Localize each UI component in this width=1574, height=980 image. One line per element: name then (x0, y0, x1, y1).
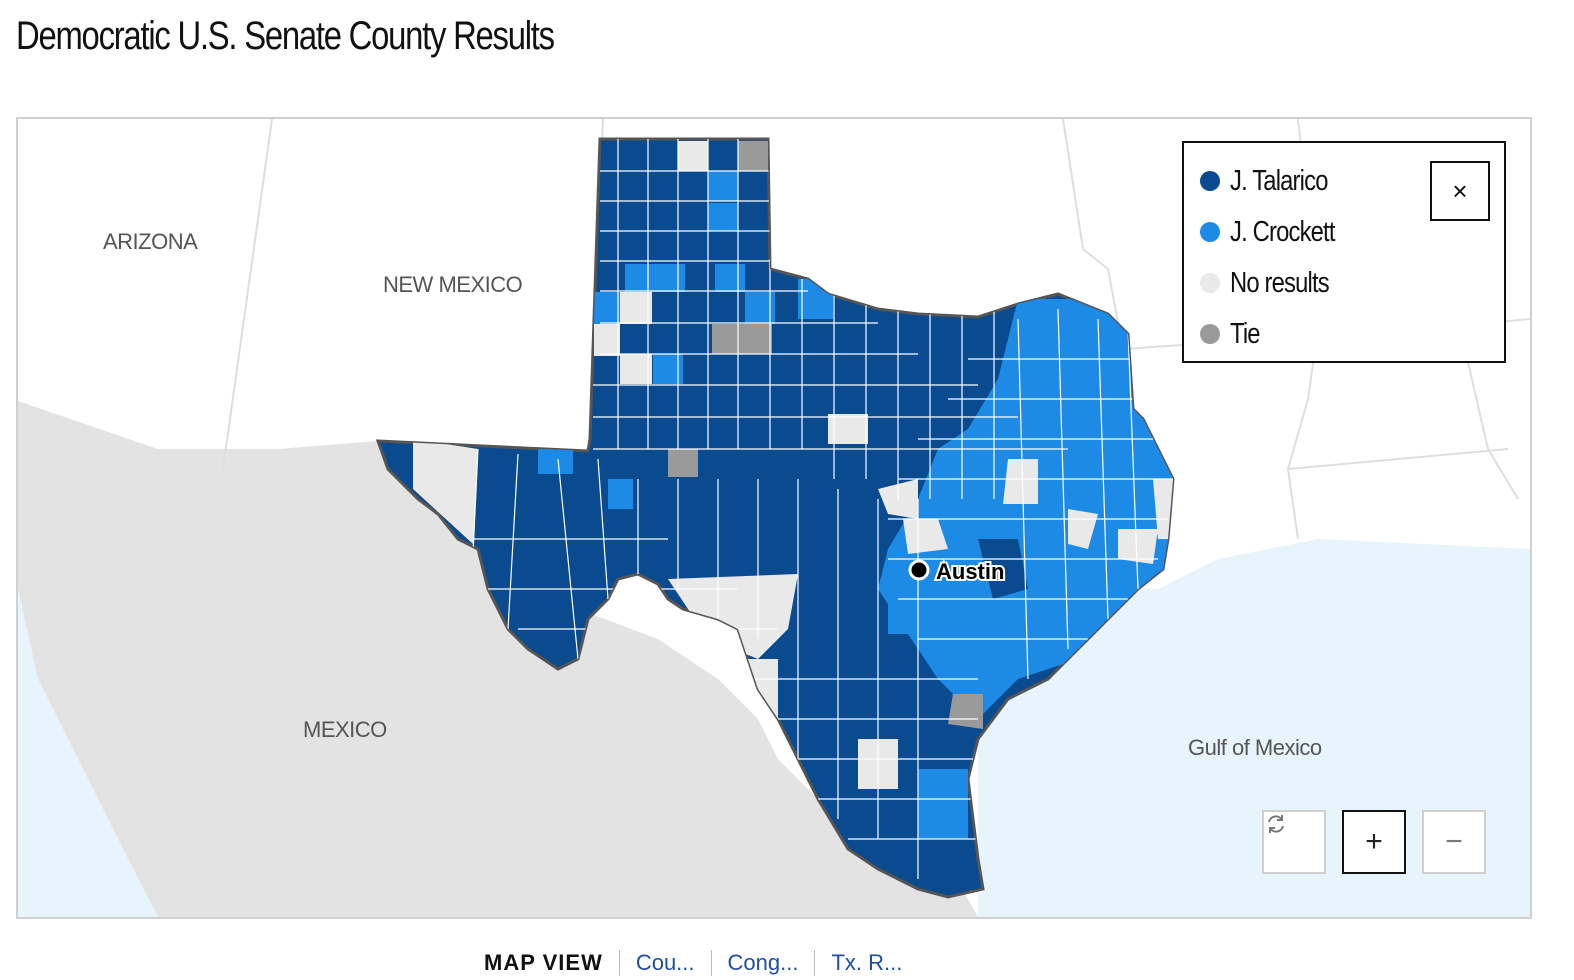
county-no-results (668, 574, 798, 659)
legend-item-no-results: No results (1200, 265, 1351, 301)
county-no-results (413, 439, 478, 544)
label-gulf-of-mexico: Gulf of Mexico (1188, 735, 1322, 760)
legend-item-tie: Tie (1200, 316, 1266, 352)
legend-label: J. Crockett (1230, 215, 1335, 248)
legend-item-crockett: J. Crockett (1200, 214, 1358, 250)
county-crockett (708, 203, 738, 231)
legend-label: Tie (1230, 317, 1261, 350)
legend-close-button[interactable]: × (1430, 161, 1490, 221)
tab-county[interactable]: Cou... (618, 950, 711, 976)
county-crockett (625, 264, 655, 292)
county-crockett (608, 479, 633, 509)
minus-icon: − (1445, 825, 1463, 858)
county-crockett (594, 292, 620, 324)
county-no-results (594, 324, 620, 356)
legend-label: J. Talarico (1230, 164, 1328, 197)
map-legend: J. Talarico J. Crockett No results Tie × (1182, 141, 1506, 363)
county-tie (712, 324, 742, 354)
tab-tx-rep[interactable]: Tx. R... (814, 950, 918, 976)
county-tie (948, 694, 983, 729)
county-no-results (678, 141, 708, 171)
county-crockett (655, 264, 685, 292)
crockett-region-south (918, 769, 968, 839)
pacific-water (18, 589, 158, 917)
legend-item-talarico: J. Talarico (1200, 163, 1349, 199)
label-mexico: MEXICO (303, 717, 387, 742)
county-no-results (1003, 459, 1038, 504)
county-no-results (828, 414, 868, 444)
legend-label: No results (1230, 266, 1330, 299)
county-results-map[interactable]: Austin ARIZONA NEW MEXICO MEXICO Gulf of… (16, 117, 1532, 919)
plus-icon: + (1365, 825, 1383, 858)
county-crockett (888, 599, 923, 634)
map-view-tabs: MAP VIEW Cou... Cong... Tx. R... (484, 950, 918, 980)
austin-marker[interactable] (908, 559, 930, 581)
legend-swatch (1200, 324, 1220, 344)
talarico-pocket (978, 539, 1028, 599)
label-arizona: ARIZONA (103, 229, 198, 254)
county-no-results (620, 354, 652, 384)
legend-swatch (1200, 222, 1220, 242)
county-no-results (1118, 529, 1158, 564)
county-crockett (538, 449, 573, 474)
county-no-results (903, 519, 948, 554)
county-tie (738, 141, 768, 171)
county-no-results (620, 292, 652, 324)
county-crockett (708, 171, 738, 201)
county-no-results (1153, 479, 1173, 539)
legend-swatch (1200, 171, 1220, 191)
reset-map-button[interactable] (1262, 810, 1326, 874)
legend-swatch (1200, 273, 1220, 293)
county-layer[interactable] (413, 139, 1178, 879)
zoom-out-button[interactable]: − (1422, 810, 1486, 874)
tab-congressional[interactable]: Cong... (710, 950, 815, 976)
refresh-icon (1268, 815, 1284, 833)
county-tie (742, 324, 772, 354)
mexico-land (18, 401, 978, 917)
zoom-in-button[interactable]: + (1342, 810, 1406, 874)
crockett-region-east (878, 299, 1173, 719)
map-view-label: MAP VIEW (484, 950, 603, 975)
close-icon: × (1452, 175, 1468, 206)
label-new-mexico: NEW MEXICO (383, 272, 523, 297)
page-title: Democratic U.S. Senate County Results (16, 14, 555, 58)
city-label-austin: Austin (936, 559, 1004, 584)
county-crockett (715, 264, 745, 292)
county-tie (668, 449, 698, 477)
